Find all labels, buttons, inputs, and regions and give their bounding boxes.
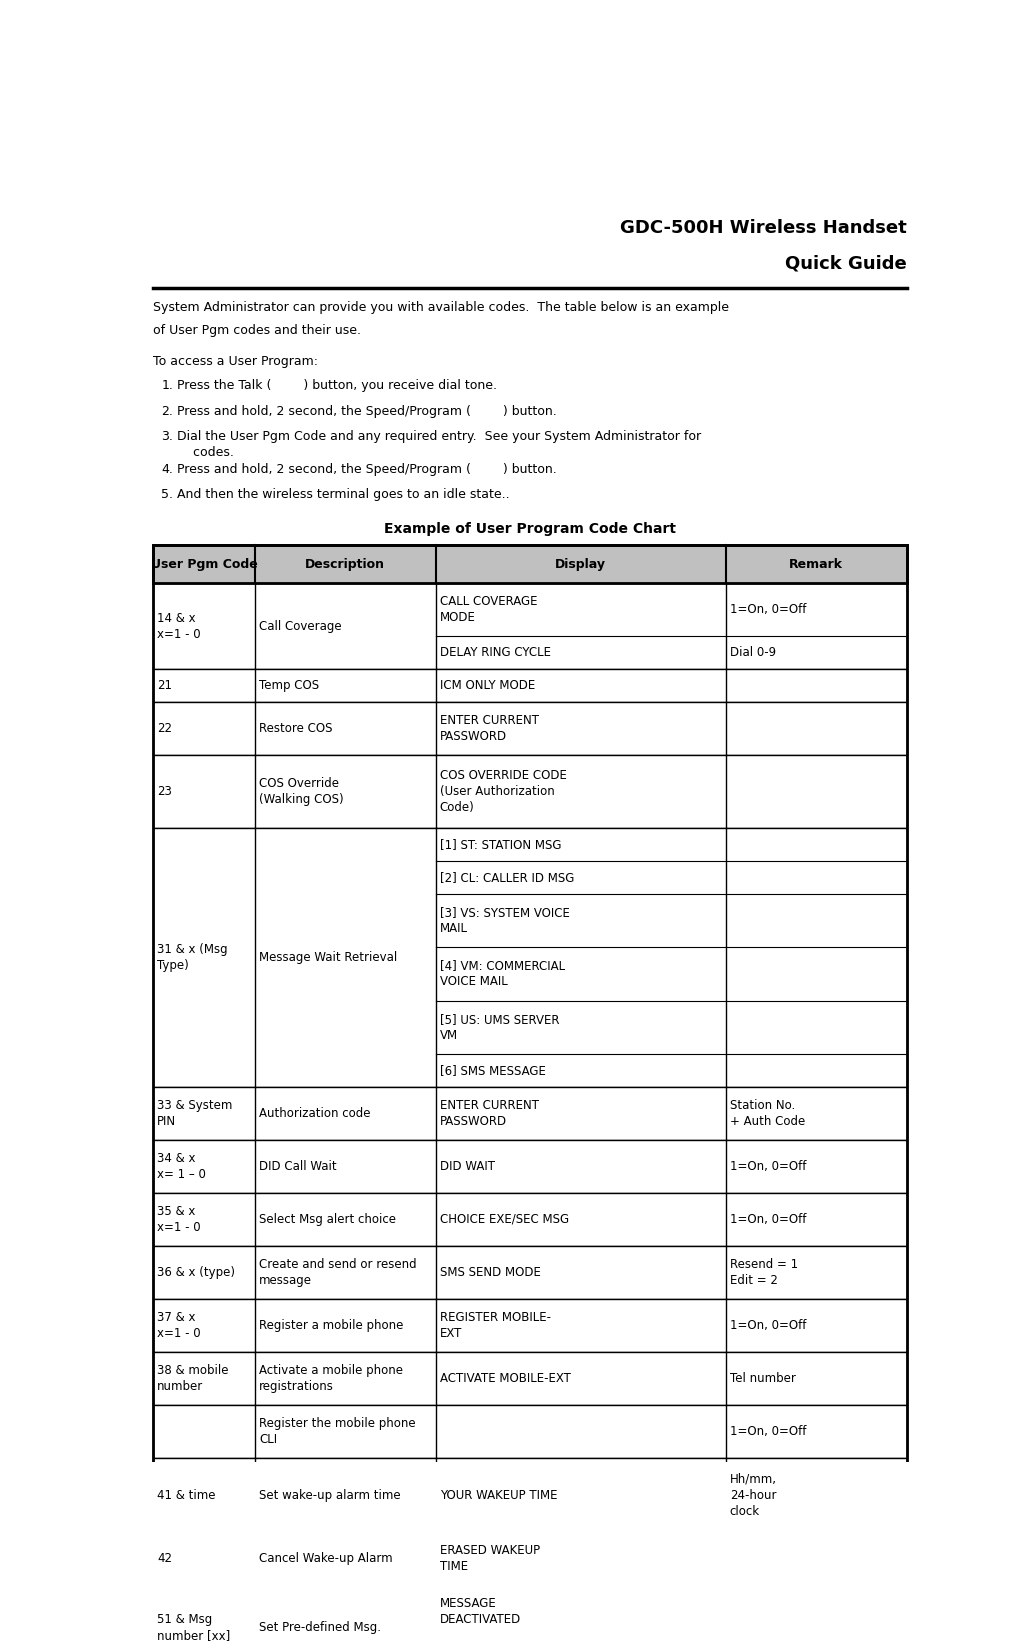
Text: 5.: 5. xyxy=(161,488,174,501)
Text: Quick Guide: Quick Guide xyxy=(785,255,907,273)
Text: Register the mobile phone
CLI: Register the mobile phone CLI xyxy=(258,1418,416,1446)
Text: 38 & mobile
number: 38 & mobile number xyxy=(157,1364,229,1393)
Bar xyxy=(153,828,907,1086)
Text: 3.: 3. xyxy=(161,430,173,444)
Text: Hh/mm,
24-hour
clock: Hh/mm, 24-hour clock xyxy=(730,1472,777,1518)
Bar xyxy=(153,1300,907,1352)
Text: CHOICE EXE/SEC MSG: CHOICE EXE/SEC MSG xyxy=(439,1213,569,1226)
Text: 1.: 1. xyxy=(161,380,173,393)
Text: Press the Talk (        ) button, you receive dial tone.: Press the Talk ( ) button, you receive d… xyxy=(178,380,497,393)
Text: 34 & x
x= 1 – 0: 34 & x x= 1 – 0 xyxy=(157,1152,206,1181)
Text: ENTER CURRENT
PASSWORD: ENTER CURRENT PASSWORD xyxy=(439,1099,539,1127)
Text: MESSAGE
DEACTIVATED: MESSAGE DEACTIVATED xyxy=(439,1597,521,1627)
Text: Register a mobile phone: Register a mobile phone xyxy=(258,1319,403,1332)
Text: 2.: 2. xyxy=(161,404,173,417)
Text: Set Pre-defined Msg.: Set Pre-defined Msg. xyxy=(258,1622,381,1635)
Text: 1=On, 0=Off: 1=On, 0=Off xyxy=(730,1319,807,1332)
Text: 41 & time: 41 & time xyxy=(157,1489,216,1502)
Bar xyxy=(153,545,907,1643)
Text: CALL COVERAGE
MODE: CALL COVERAGE MODE xyxy=(439,595,538,624)
Text: 35 & x
x=1 - 0: 35 & x x=1 - 0 xyxy=(157,1204,201,1234)
Text: Select Msg alert choice: Select Msg alert choice xyxy=(258,1213,396,1226)
Text: 4.: 4. xyxy=(161,463,173,476)
Text: Press and hold, 2 second, the Speed/Program (        ) button.: Press and hold, 2 second, the Speed/Prog… xyxy=(178,463,557,476)
Text: Station No.
+ Auth Code: Station No. + Auth Code xyxy=(730,1099,805,1127)
Text: Display: Display xyxy=(555,557,606,570)
Text: 36 & x (type): 36 & x (type) xyxy=(157,1267,236,1278)
Text: [3] VS: SYSTEM VOICE
MAIL: [3] VS: SYSTEM VOICE MAIL xyxy=(439,907,570,935)
Text: Tel number: Tel number xyxy=(730,1372,795,1385)
Text: 33 & System
PIN: 33 & System PIN xyxy=(157,1099,233,1127)
Text: Resend = 1
Edit = 2: Resend = 1 Edit = 2 xyxy=(730,1259,798,1286)
Text: ACTIVATE MOBILE-EXT: ACTIVATE MOBILE-EXT xyxy=(439,1372,571,1385)
Bar xyxy=(153,1193,907,1245)
Text: 1=On, 0=Off: 1=On, 0=Off xyxy=(730,1213,807,1226)
Text: Dial 0-9: Dial 0-9 xyxy=(730,646,776,659)
Text: Dial the User Pgm Code and any required entry.  See your System Administrator fo: Dial the User Pgm Code and any required … xyxy=(178,430,701,460)
Text: Message Wait Retrieval: Message Wait Retrieval xyxy=(258,951,397,964)
Text: Set wake-up alarm time: Set wake-up alarm time xyxy=(258,1489,400,1502)
Text: REGISTER MOBILE-
EXT: REGISTER MOBILE- EXT xyxy=(439,1311,551,1341)
Text: Remark: Remark xyxy=(789,557,843,570)
Text: SMS SEND MODE: SMS SEND MODE xyxy=(439,1267,541,1278)
Bar xyxy=(153,1405,907,1459)
Text: ERASED WAKEUP
TIME: ERASED WAKEUP TIME xyxy=(439,1544,540,1572)
Text: 31 & x (Msg
Type): 31 & x (Msg Type) xyxy=(157,943,227,973)
Bar xyxy=(153,1352,907,1405)
Text: [6] SMS MESSAGE: [6] SMS MESSAGE xyxy=(439,1063,546,1076)
Text: To access a User Program:: To access a User Program: xyxy=(153,355,318,368)
Text: [1] ST: STATION MSG: [1] ST: STATION MSG xyxy=(439,838,561,851)
Text: 37 & x
x=1 - 0: 37 & x x=1 - 0 xyxy=(157,1311,201,1341)
Text: Create and send or resend
message: Create and send or resend message xyxy=(258,1259,417,1286)
Text: ENTER CURRENT
PASSWORD: ENTER CURRENT PASSWORD xyxy=(439,715,539,743)
Text: DID WAIT: DID WAIT xyxy=(439,1160,495,1173)
Bar xyxy=(153,1531,907,1585)
Text: YOUR WAKEUP TIME: YOUR WAKEUP TIME xyxy=(439,1489,557,1502)
Text: Authorization code: Authorization code xyxy=(258,1107,370,1119)
Text: User Pgm Code: User Pgm Code xyxy=(151,557,257,570)
Text: 1=On, 0=Off: 1=On, 0=Off xyxy=(730,603,807,616)
Bar xyxy=(153,702,907,756)
Bar xyxy=(153,669,907,702)
Text: Call Coverage: Call Coverage xyxy=(258,619,341,633)
Text: Example of User Program Code Chart: Example of User Program Code Chart xyxy=(384,522,676,536)
Bar xyxy=(153,1245,907,1300)
Text: And then the wireless terminal goes to an idle state..: And then the wireless terminal goes to a… xyxy=(178,488,510,501)
Text: DID Call Wait: DID Call Wait xyxy=(258,1160,337,1173)
Text: 42: 42 xyxy=(157,1553,173,1564)
Bar xyxy=(153,1086,907,1140)
Text: [2] CL: CALLER ID MSG: [2] CL: CALLER ID MSG xyxy=(439,871,574,884)
Text: Restore COS: Restore COS xyxy=(258,721,333,734)
Text: 1=On, 0=Off: 1=On, 0=Off xyxy=(730,1426,807,1438)
Text: Cancel Wake-up Alarm: Cancel Wake-up Alarm xyxy=(258,1553,393,1564)
Bar xyxy=(153,545,907,583)
Bar xyxy=(153,1140,907,1193)
Text: [4] VM: COMMERCIAL
VOICE MAIL: [4] VM: COMMERCIAL VOICE MAIL xyxy=(439,960,565,989)
Text: GDC-500H Wireless Handset: GDC-500H Wireless Handset xyxy=(619,219,907,237)
Text: 1=On, 0=Off: 1=On, 0=Off xyxy=(730,1160,807,1173)
Text: 14 & x
x=1 - 0: 14 & x x=1 - 0 xyxy=(157,611,201,641)
Bar xyxy=(153,1459,907,1531)
Text: Temp COS: Temp COS xyxy=(258,679,320,692)
Text: System Administrator can provide you with available codes.  The table below is a: System Administrator can provide you wit… xyxy=(153,301,729,314)
Text: DELAY RING CYCLE: DELAY RING CYCLE xyxy=(439,646,551,659)
Text: COS Override
(Walking COS): COS Override (Walking COS) xyxy=(258,777,343,807)
Text: [5] US: UMS SERVER
VM: [5] US: UMS SERVER VM xyxy=(439,1012,559,1042)
Text: COS OVERRIDE CODE
(User Authorization
Code): COS OVERRIDE CODE (User Authorization Co… xyxy=(439,769,567,815)
Text: 51 & Msg
number [xx]: 51 & Msg number [xx] xyxy=(157,1613,231,1643)
Text: of User Pgm codes and their use.: of User Pgm codes and their use. xyxy=(153,324,361,337)
Text: 23: 23 xyxy=(157,785,173,798)
Text: Description: Description xyxy=(305,557,386,570)
Bar xyxy=(153,583,907,669)
Text: 22: 22 xyxy=(157,721,173,734)
Bar xyxy=(153,756,907,828)
Text: Activate a mobile phone
registrations: Activate a mobile phone registrations xyxy=(258,1364,403,1393)
Bar xyxy=(153,1585,907,1643)
Text: ICM ONLY MODE: ICM ONLY MODE xyxy=(439,679,535,692)
Text: Press and hold, 2 second, the Speed/Program (        ) button.: Press and hold, 2 second, the Speed/Prog… xyxy=(178,404,557,417)
Text: 21: 21 xyxy=(157,679,173,692)
